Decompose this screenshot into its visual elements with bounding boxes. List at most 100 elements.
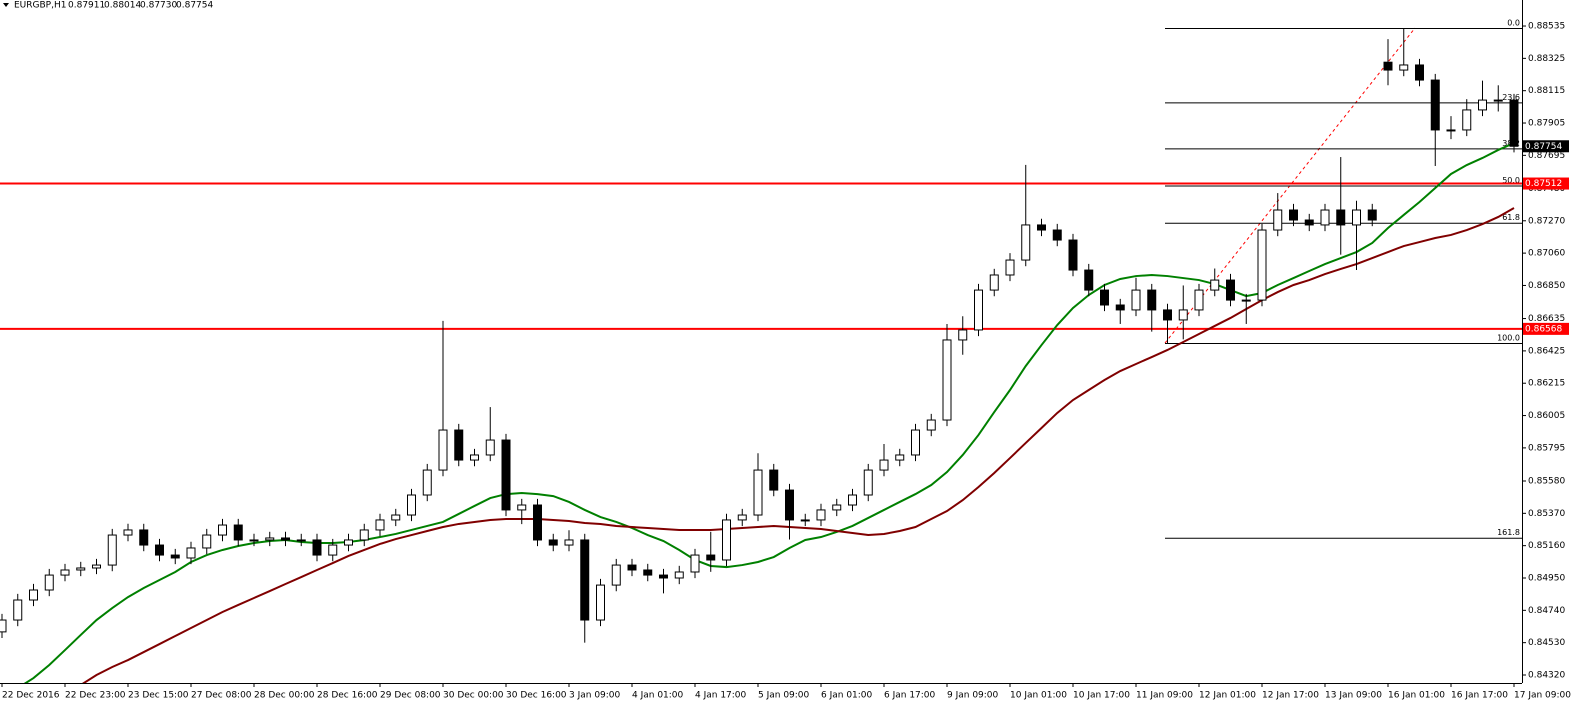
candle-body xyxy=(1383,61,1393,71)
candle-body xyxy=(344,539,353,546)
candle-body xyxy=(1068,239,1078,271)
candle-body xyxy=(816,509,826,521)
y-tick-label: 0.85580 xyxy=(1528,476,1565,486)
candle-body xyxy=(218,524,227,536)
candle-body xyxy=(328,544,338,556)
candle-body xyxy=(1336,209,1346,226)
x-tick-label: 13 Jan 09:00 xyxy=(1325,691,1382,701)
line-price-box xyxy=(1523,322,1569,335)
candle-body xyxy=(1367,209,1377,221)
candle-body xyxy=(1226,279,1235,301)
x-tick-label: 11 Jan 09:00 xyxy=(1136,691,1193,701)
candle-body xyxy=(422,469,432,496)
x-tick-label: 10 Jan 01:00 xyxy=(1010,691,1067,701)
candle-body xyxy=(1005,259,1015,276)
y-tick-label: 0.86005 xyxy=(1528,411,1565,421)
x-tick-label: 30 Dec 16:00 xyxy=(506,691,567,701)
candle-body xyxy=(1289,209,1298,221)
x-tick-label: 5 Jan 09:00 xyxy=(758,691,810,701)
candle-body xyxy=(753,469,763,516)
candle-body xyxy=(107,534,117,566)
candle-body xyxy=(1446,129,1456,132)
candle-body xyxy=(1320,209,1330,226)
candle-body xyxy=(470,454,479,461)
candle-body xyxy=(1194,289,1204,311)
y-tick-label: 0.86215 xyxy=(1528,379,1565,389)
x-tick-label: 4 Jan 17:00 xyxy=(695,691,747,701)
candle-body xyxy=(391,514,401,521)
y-tick-label: 0.88535 xyxy=(1528,22,1565,32)
candle-body xyxy=(233,524,243,541)
candle-body xyxy=(911,429,920,456)
y-tick-label: 0.86850 xyxy=(1528,281,1565,291)
candle-body xyxy=(580,539,590,621)
candle-body xyxy=(1430,79,1440,131)
candle-body xyxy=(926,419,936,431)
x-tick-label: 9 Jan 09:00 xyxy=(947,691,999,701)
fib-level-label: 0.0 xyxy=(1507,19,1520,28)
candle-body xyxy=(265,537,275,541)
candle-body xyxy=(848,494,857,506)
candle-body xyxy=(722,519,731,561)
y-tick-label: 0.84740 xyxy=(1528,606,1565,616)
candle-body xyxy=(1178,309,1188,321)
candle-body xyxy=(1509,99,1519,147)
candle-body xyxy=(1131,289,1141,311)
quote-value: 0.87754 xyxy=(176,1,213,11)
candle-body xyxy=(564,539,574,546)
candle-body xyxy=(800,519,810,522)
candle-body xyxy=(1399,64,1409,71)
line-price-box xyxy=(1523,177,1569,190)
candle-body xyxy=(501,439,511,511)
fib-level-label: 100.0 xyxy=(1497,334,1520,343)
candle-body xyxy=(186,547,196,559)
x-tick-label: 30 Dec 00:00 xyxy=(443,691,504,701)
candle-body xyxy=(879,459,889,471)
candle-body xyxy=(1304,219,1314,226)
y-tick-label: 0.84530 xyxy=(1528,638,1565,648)
candle-body xyxy=(281,537,290,541)
candle-body xyxy=(1084,269,1094,291)
candle-body xyxy=(611,564,621,586)
candle-body xyxy=(359,529,369,541)
candle-body xyxy=(942,339,952,421)
fib-level-label: 50.0 xyxy=(1502,176,1520,185)
y-tick-label: 0.87060 xyxy=(1528,249,1565,259)
current-price-label: 0.87754 xyxy=(1525,142,1562,152)
y-tick-label: 0.85160 xyxy=(1528,541,1565,551)
candle-body xyxy=(44,574,54,591)
candle-body xyxy=(312,539,322,556)
candle-body xyxy=(1241,299,1251,302)
line-price-label: 0.86568 xyxy=(1525,324,1562,334)
candle-body xyxy=(1462,109,1472,131)
candle-body xyxy=(533,504,542,541)
x-tick-label: 23 Dec 15:00 xyxy=(128,691,189,701)
candle-body xyxy=(1021,224,1031,261)
candle-body xyxy=(454,429,464,461)
candle-body xyxy=(1037,224,1046,231)
y-tick-label: 0.87695 xyxy=(1528,151,1565,161)
candle-body xyxy=(706,554,716,561)
candle-body xyxy=(170,554,180,559)
candle-body xyxy=(0,619,7,633)
candle-body xyxy=(60,569,70,576)
candle-body xyxy=(769,469,779,491)
candle-body xyxy=(407,494,416,516)
candle-body xyxy=(438,429,448,471)
candle-body xyxy=(643,569,653,576)
menu-arrow[interactable] xyxy=(3,3,9,7)
x-tick-label: 22 Dec 2016 xyxy=(2,691,60,701)
candle-body xyxy=(155,544,164,556)
current-price-box xyxy=(1523,140,1569,153)
candle-body xyxy=(92,564,101,569)
candle-body xyxy=(1052,229,1062,241)
candle-body xyxy=(737,514,747,521)
symbol: EURGBP,H1 xyxy=(14,1,66,11)
fib-level-label: 161.8 xyxy=(1497,528,1520,537)
y-tick-label: 0.88325 xyxy=(1528,54,1565,64)
candle-body xyxy=(596,584,605,621)
